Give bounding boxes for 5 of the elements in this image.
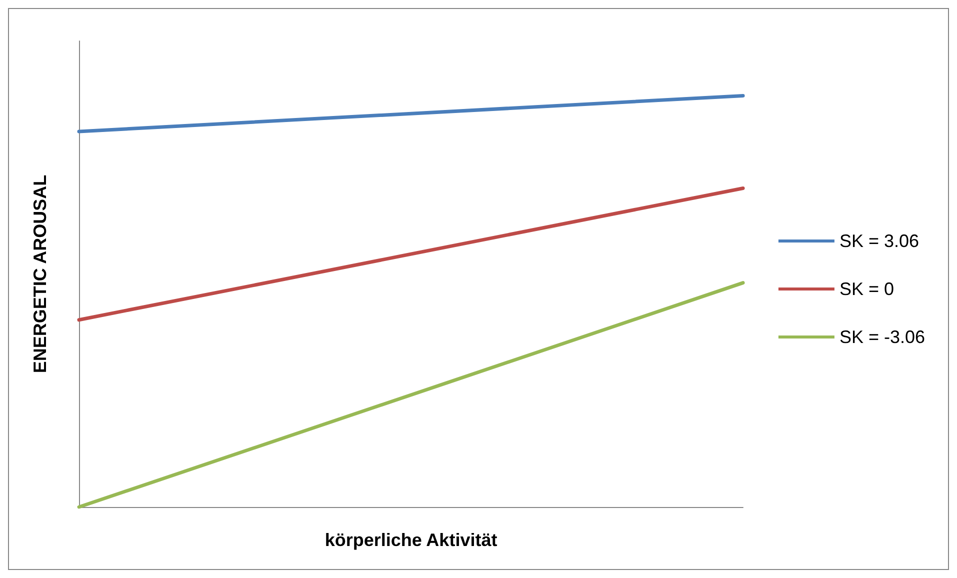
x-axis-title: körperliche Aktivität [324,530,498,550]
legend-label: SK = 0 [839,279,894,299]
legend-label: SK = -3.06 [839,327,926,347]
legend-label: SK = 3.06 [839,231,920,251]
y-axis-title: ENERGETIC AROUSAL [30,174,50,374]
